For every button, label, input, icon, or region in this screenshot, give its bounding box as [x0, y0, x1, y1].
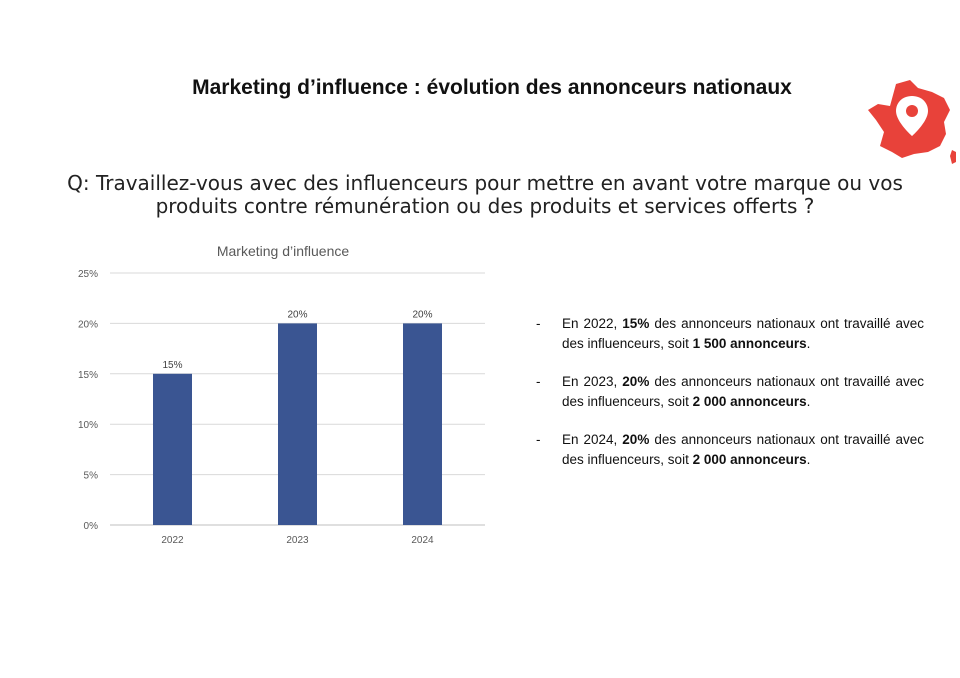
- finding-count: 2 000 annonceurs: [692, 452, 807, 467]
- finding-percent: 20%: [622, 432, 650, 447]
- y-tick-label: 10%: [78, 420, 98, 431]
- finding-middle: des annonceurs nationaux ont travaillé a…: [562, 374, 924, 409]
- data-label: 20%: [287, 309, 307, 320]
- finding-percent: 20%: [622, 374, 650, 389]
- bar-2023: [278, 323, 317, 525]
- finding-middle: des annonceurs nationaux ont travaillé a…: [562, 432, 924, 467]
- bullet-dash: -: [536, 374, 541, 389]
- y-tick-label: 5%: [84, 471, 99, 482]
- finding-item: - En 2024, 20% des annonceurs nationaux …: [536, 430, 924, 470]
- bar-2024: [403, 323, 442, 525]
- france-map-pin-icon: [868, 80, 956, 164]
- x-tick-label: 2023: [286, 535, 309, 546]
- finding-count: 1 500 annonceurs: [692, 336, 807, 351]
- bar-2022: [153, 373, 192, 525]
- bullet-dash: -: [536, 316, 541, 331]
- finding-prefix: En 2022,: [562, 316, 623, 331]
- finding-middle: des annonceurs nationaux ont travaillé a…: [562, 316, 924, 351]
- finding-item: - En 2023, 20% des annonceurs nationaux …: [536, 372, 924, 412]
- finding-prefix: En 2024,: [562, 432, 623, 447]
- finding-suffix: .: [806, 336, 811, 351]
- y-tick-label: 0%: [84, 521, 99, 532]
- finding-percent: 15%: [622, 316, 650, 331]
- data-label: 20%: [412, 309, 432, 320]
- y-tick-label: 25%: [78, 269, 98, 280]
- finding-suffix: .: [806, 452, 811, 467]
- x-tick-label: 2022: [161, 535, 184, 546]
- chart-title: Marketing d’influence: [217, 243, 350, 259]
- y-tick-label: 20%: [78, 319, 98, 330]
- bar-chart: Marketing d’influence 0% 5% 10% 15% 20% 25% 15…: [78, 243, 485, 546]
- finding-item: - En 2022, 15% des annonceurs nationaux …: [536, 314, 924, 354]
- y-tick-label: 15%: [78, 370, 98, 381]
- data-label: 15%: [162, 360, 182, 371]
- survey-question: Q: Travaillez-vous avec des influenceurs…: [67, 171, 903, 218]
- bullet-dash: -: [536, 432, 541, 447]
- finding-count: 2 000 annonceurs: [692, 394, 807, 409]
- slide-title: Marketing d’influence : évolution des an…: [192, 76, 792, 99]
- finding-suffix: .: [806, 394, 811, 409]
- finding-prefix: En 2023,: [562, 374, 623, 389]
- findings-list: - En 2022, 15% des annonceurs nationaux …: [536, 314, 924, 488]
- x-tick-label: 2024: [411, 535, 434, 546]
